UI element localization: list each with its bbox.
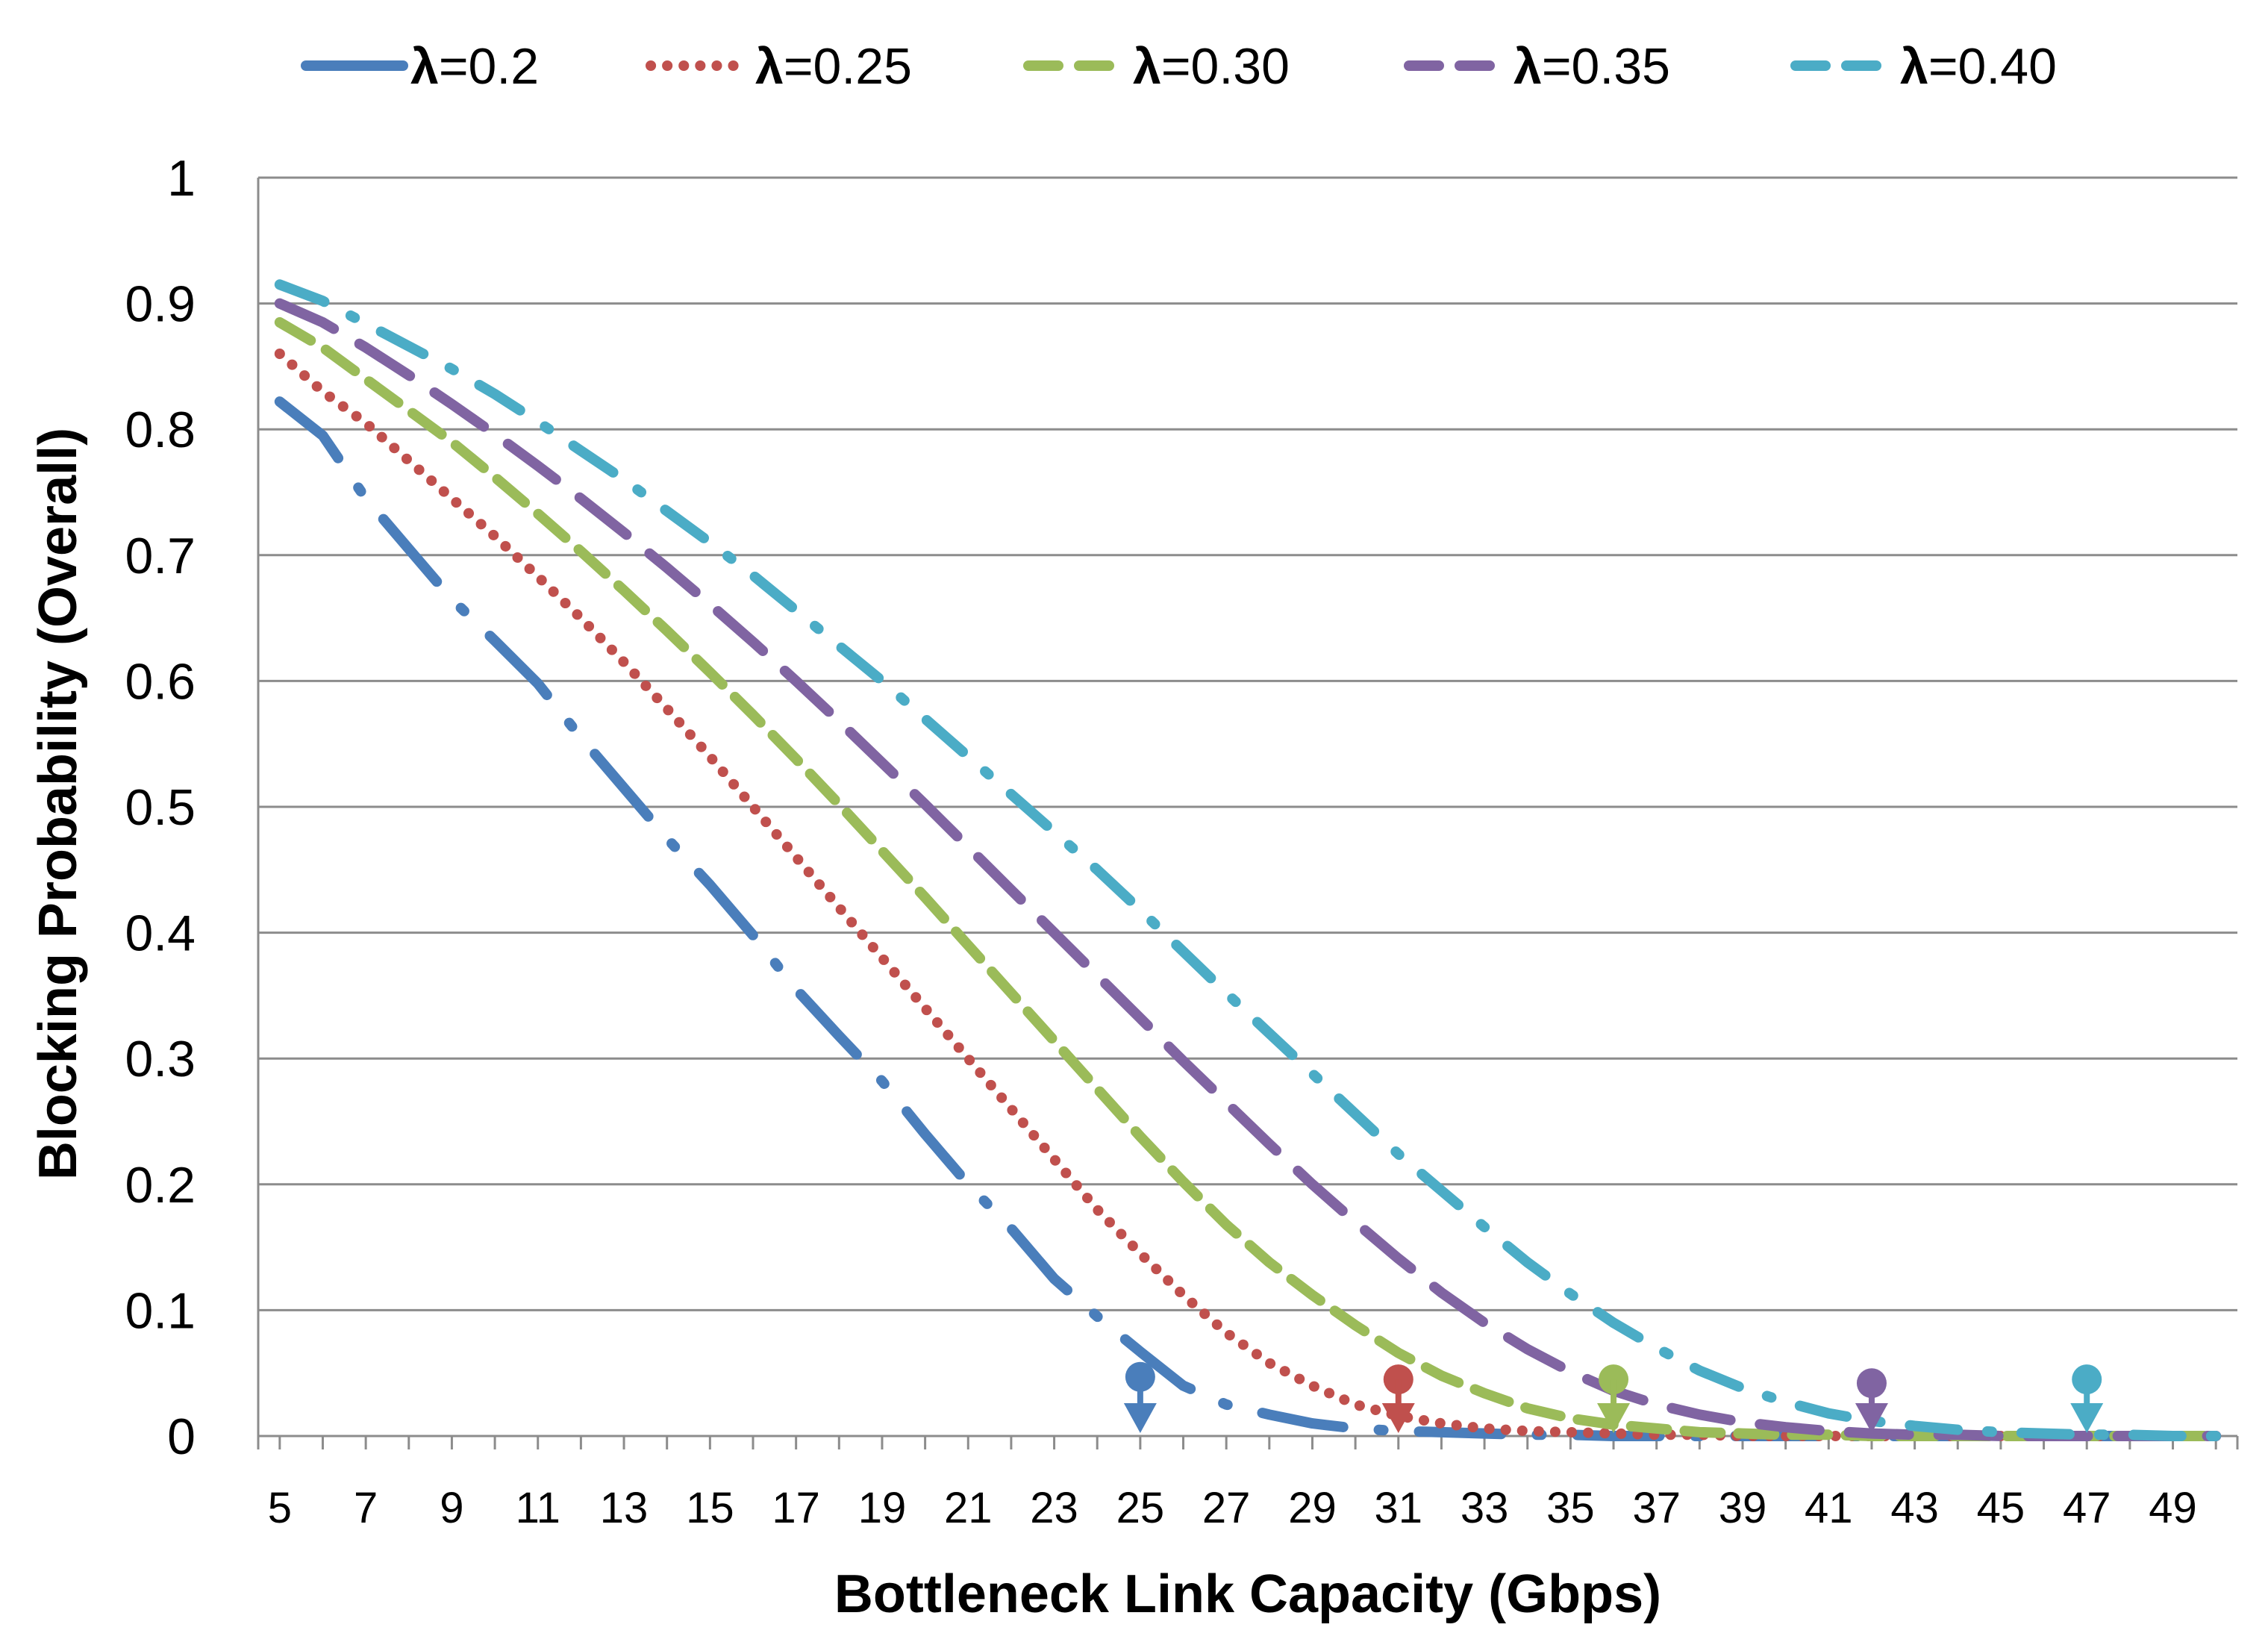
x-tick-label: 13 xyxy=(600,1484,649,1532)
legend-lambda-symbol: λ xyxy=(755,38,784,95)
x-tick-label: 7 xyxy=(354,1484,378,1532)
y-axis-title: Blocking Probability (Overall) xyxy=(28,428,88,1180)
legend-label-3: λ=0.35 xyxy=(1513,38,1670,95)
y-tick-labels: 0 0.1 0.2 0.3 0.4 0.5 0.6 0.7 0.8 0.9 1 xyxy=(125,150,196,1465)
legend-value: =0.2 xyxy=(439,38,539,95)
gridlines xyxy=(258,176,2237,1311)
legend-lambda-symbol: λ xyxy=(410,38,439,95)
legend-value: =0.35 xyxy=(1542,38,1670,95)
y-tick-label: 0 xyxy=(167,1408,196,1465)
threshold-arrow-head xyxy=(1123,1403,1157,1433)
legend-lambda-symbol: λ xyxy=(1900,38,1928,95)
x-tick-label: 5 xyxy=(268,1484,292,1532)
x-tick-labels: 5 7 9 11 13 15 17 19 21 23 25 27 29 31 33 35 37 39 41 43 45 4… xyxy=(268,1484,2197,1532)
threshold-arrow-head xyxy=(1381,1403,1415,1433)
legend-value: =0.40 xyxy=(1928,38,2057,95)
x-tick-label: 41 xyxy=(1805,1484,1853,1532)
legend-label-4: λ=0.40 xyxy=(1900,38,2057,95)
x-tick-label: 23 xyxy=(1030,1484,1078,1532)
legend-lambda-symbol: λ xyxy=(1133,38,1161,95)
threshold-arrow-head xyxy=(1597,1403,1631,1433)
y-tick-label: 0.3 xyxy=(125,1031,196,1087)
x-axis-title: Bottleneck Link Capacity (Gbps) xyxy=(834,1564,1661,1624)
threshold-markers xyxy=(1123,1361,2104,1433)
x-tick-label: 29 xyxy=(1288,1484,1337,1532)
x-tick-label: 19 xyxy=(858,1484,907,1532)
y-tick-label: 1 xyxy=(167,150,196,207)
x-tick-label: 21 xyxy=(944,1484,993,1532)
x-tick-label: 27 xyxy=(1202,1484,1251,1532)
series-line-3 xyxy=(274,298,2222,1441)
threshold-arrow-head xyxy=(1855,1403,1888,1433)
y-tick-label: 0.1 xyxy=(125,1282,196,1339)
series-line-2 xyxy=(274,316,2222,1441)
series-line-0 xyxy=(274,396,2222,1441)
legend-value: =0.30 xyxy=(1161,38,1290,95)
x-tick-label: 25 xyxy=(1116,1484,1165,1532)
legend-lambda-symbol: λ xyxy=(1513,38,1542,95)
x-tick-label: 37 xyxy=(1632,1484,1681,1532)
legend: λ=0.2 λ=0.25 λ=0.30 λ=0.35 λ=0.40 xyxy=(301,38,2057,95)
y-tick-label: 0.5 xyxy=(125,779,196,836)
legend-label-1: λ=0.25 xyxy=(755,38,912,95)
axes xyxy=(257,178,2239,1449)
x-tick-label: 47 xyxy=(2063,1484,2111,1532)
x-tick-label: 39 xyxy=(1719,1484,1767,1532)
y-tick-label: 0.2 xyxy=(125,1157,196,1214)
series-line-4 xyxy=(274,279,2222,1441)
x-tick-label: 15 xyxy=(686,1484,734,1532)
y-tick-label: 0.7 xyxy=(125,528,196,584)
x-tick-label: 9 xyxy=(440,1484,463,1532)
legend-value: =0.25 xyxy=(784,38,912,95)
threshold-arrow-head xyxy=(2070,1403,2104,1433)
x-tick-label: 45 xyxy=(1977,1484,2025,1532)
legend-label-2: λ=0.30 xyxy=(1133,38,1290,95)
x-tick-label: 49 xyxy=(2149,1484,2197,1532)
x-tick-label: 33 xyxy=(1461,1484,1509,1532)
legend-label-0: λ=0.2 xyxy=(410,38,539,95)
series-lines xyxy=(274,279,2222,1441)
y-tick-label: 0.6 xyxy=(125,653,196,710)
x-tick-label: 11 xyxy=(516,1484,560,1532)
series-line-1 xyxy=(274,349,2222,1441)
y-tick-label: 0.8 xyxy=(125,402,196,458)
y-tick-label: 0.9 xyxy=(125,276,196,333)
x-tick-label: 35 xyxy=(1546,1484,1595,1532)
x-tick-label: 17 xyxy=(772,1484,820,1532)
y-tick-label: 0.4 xyxy=(125,905,196,962)
x-tick-label: 43 xyxy=(1890,1484,1939,1532)
x-tick-label: 31 xyxy=(1375,1484,1423,1532)
